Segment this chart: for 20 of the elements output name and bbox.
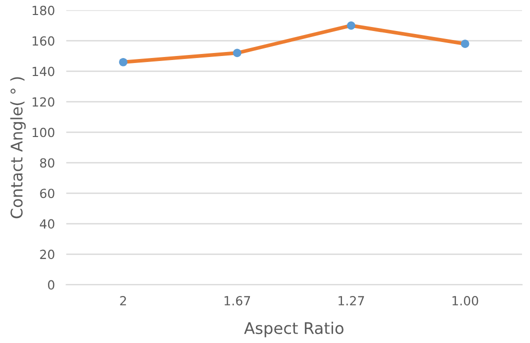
y-tick-label: 20 <box>40 250 54 260</box>
y-tick-label: 120 <box>32 97 54 107</box>
y-tick-label: 180 <box>32 6 54 16</box>
y-tick-label: 160 <box>32 36 54 46</box>
x-tick-label: 1.00 <box>452 296 478 306</box>
y-tick-label: 0 <box>48 280 54 290</box>
y-tick-label: 60 <box>40 188 54 198</box>
point <box>346 21 356 30</box>
y-tick-label: 40 <box>40 219 54 229</box>
x-tick-label: 1.27 <box>338 296 364 306</box>
y-tick-label: 140 <box>32 66 54 76</box>
y-tick-label: 80 <box>40 158 54 168</box>
point <box>233 48 242 58</box>
x-tick-label: 1.67 <box>224 296 250 306</box>
y-tick-label: 100 <box>32 128 54 138</box>
y-axis-title: Contact Angle( ° ) <box>10 77 26 218</box>
x-axis-title: Aspect Ratio <box>244 322 344 338</box>
point <box>460 40 470 48</box>
point <box>119 58 128 66</box>
x-tick-label: 2 <box>120 296 126 306</box>
